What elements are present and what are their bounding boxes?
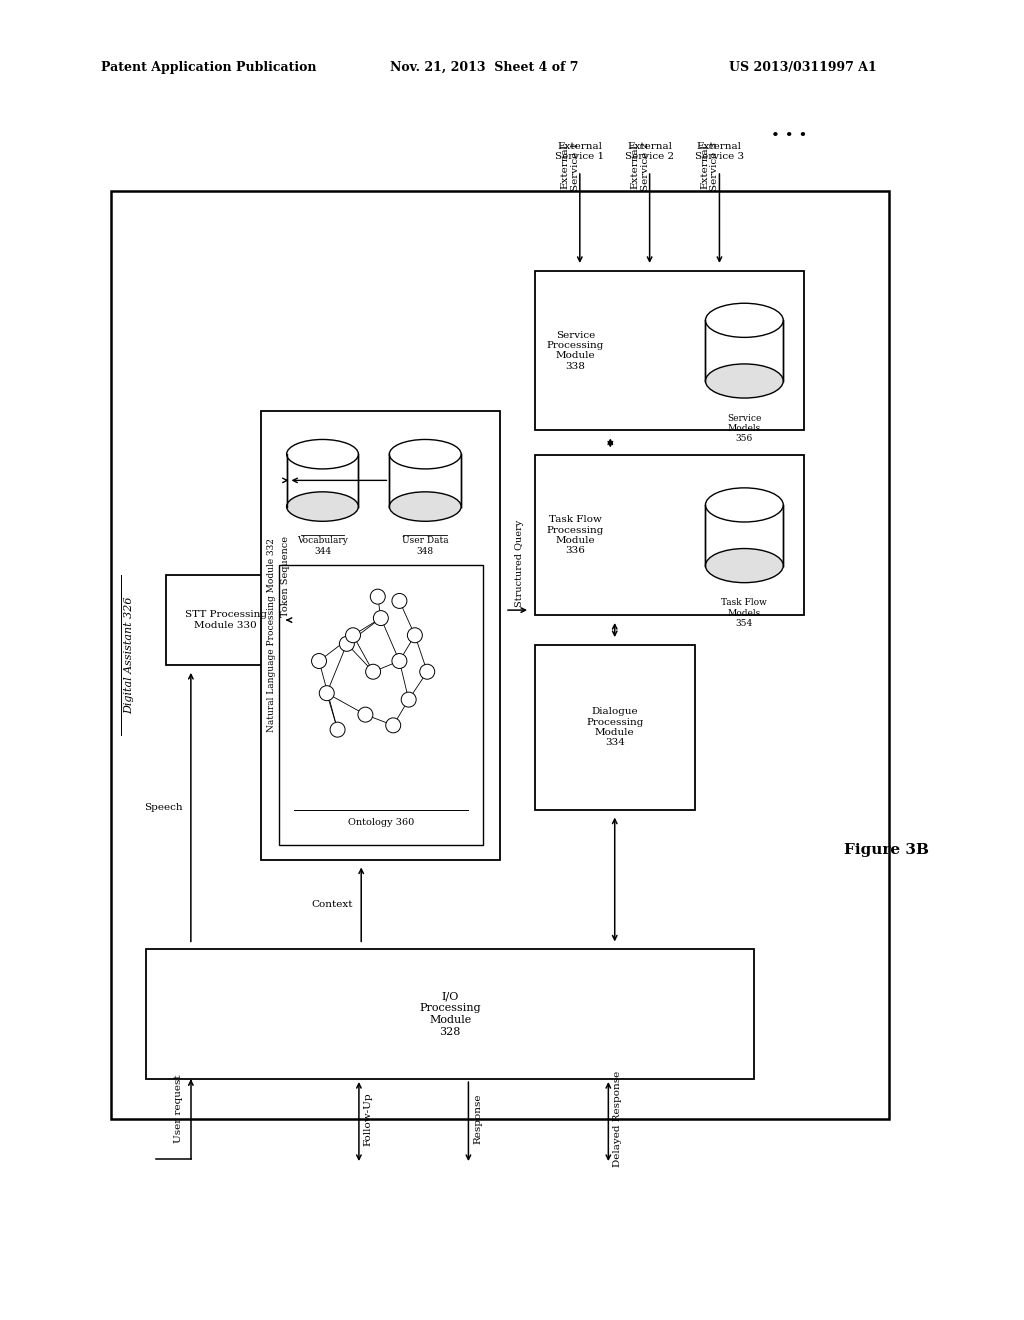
- Ellipse shape: [287, 492, 358, 521]
- Text: Structured Query: Structured Query: [515, 520, 524, 607]
- Text: Dialogue
Processing
Module
334: Dialogue Processing Module 334: [586, 708, 643, 747]
- Text: Follow-Up: Follow-Up: [364, 1092, 373, 1146]
- Circle shape: [420, 664, 435, 680]
- Bar: [146, 949, 755, 1080]
- Bar: [261, 411, 500, 859]
- Text: User Data
348: User Data 348: [402, 536, 449, 556]
- Circle shape: [345, 628, 360, 643]
- Circle shape: [374, 611, 388, 626]
- Text: External
Service 3: External Service 3: [695, 141, 744, 161]
- Text: Nov. 21, 2013  Sheet 4 of 7: Nov. 21, 2013 Sheet 4 of 7: [390, 61, 579, 74]
- Circle shape: [330, 722, 345, 737]
- Text: External
Service 1: External Service 1: [555, 141, 604, 161]
- Bar: [111, 191, 889, 1119]
- Bar: [389, 454, 461, 507]
- Text: US 2013/0311997 A1: US 2013/0311997 A1: [729, 61, 878, 74]
- Text: External
Service 2: External Service 2: [625, 141, 674, 161]
- Text: Token Sequence: Token Sequence: [282, 536, 290, 616]
- Circle shape: [339, 636, 354, 651]
- Text: • • •: • • •: [771, 129, 808, 143]
- Circle shape: [358, 708, 373, 722]
- Circle shape: [408, 628, 422, 643]
- Text: User request: User request: [174, 1074, 183, 1143]
- Text: Natural Language Processing Module 332: Natural Language Processing Module 332: [267, 539, 276, 733]
- Circle shape: [319, 685, 334, 701]
- Circle shape: [392, 653, 407, 668]
- Text: STT Processing
Module 330: STT Processing Module 330: [184, 610, 267, 630]
- Text: Vocabulary
344: Vocabulary 344: [297, 536, 348, 556]
- Text: Response: Response: [473, 1094, 482, 1144]
- Text: External
Service 1: External Service 1: [560, 141, 580, 190]
- Ellipse shape: [706, 488, 783, 521]
- Text: Digital Assistant 326: Digital Assistant 326: [124, 597, 134, 714]
- Text: Ontology 360: Ontology 360: [348, 817, 414, 826]
- Text: Patent Application Publication: Patent Application Publication: [101, 61, 316, 74]
- Text: Service
Models
356: Service Models 356: [727, 413, 762, 444]
- Circle shape: [311, 653, 327, 668]
- Text: Task Flow
Processing
Module
336: Task Flow Processing Module 336: [547, 515, 604, 556]
- Bar: [279, 565, 483, 845]
- Bar: [706, 506, 783, 565]
- Circle shape: [371, 589, 385, 605]
- Bar: [535, 271, 804, 430]
- Ellipse shape: [706, 304, 783, 338]
- Text: External
Service 3: External Service 3: [700, 141, 720, 190]
- Text: Context: Context: [311, 900, 353, 909]
- Text: External
Service 2: External Service 2: [630, 141, 649, 190]
- Circle shape: [401, 692, 416, 708]
- Ellipse shape: [389, 492, 461, 521]
- Circle shape: [366, 664, 381, 680]
- Text: Speech: Speech: [144, 803, 183, 812]
- Ellipse shape: [706, 549, 783, 582]
- Circle shape: [386, 718, 400, 733]
- Text: Service
Processing
Module
338: Service Processing Module 338: [547, 330, 604, 371]
- Text: I/O
Processing
Module
328: I/O Processing Module 328: [420, 991, 481, 1036]
- Ellipse shape: [706, 364, 783, 399]
- Bar: [287, 454, 358, 507]
- Bar: [535, 645, 694, 809]
- Bar: [706, 321, 783, 381]
- Ellipse shape: [389, 440, 461, 469]
- Bar: [535, 455, 804, 615]
- Text: Figure 3B: Figure 3B: [844, 842, 929, 857]
- Circle shape: [392, 594, 407, 609]
- Text: Task Flow
Models
354: Task Flow Models 354: [722, 598, 767, 628]
- Bar: [166, 576, 286, 665]
- Text: Delayed Response: Delayed Response: [613, 1071, 623, 1167]
- Ellipse shape: [287, 440, 358, 469]
